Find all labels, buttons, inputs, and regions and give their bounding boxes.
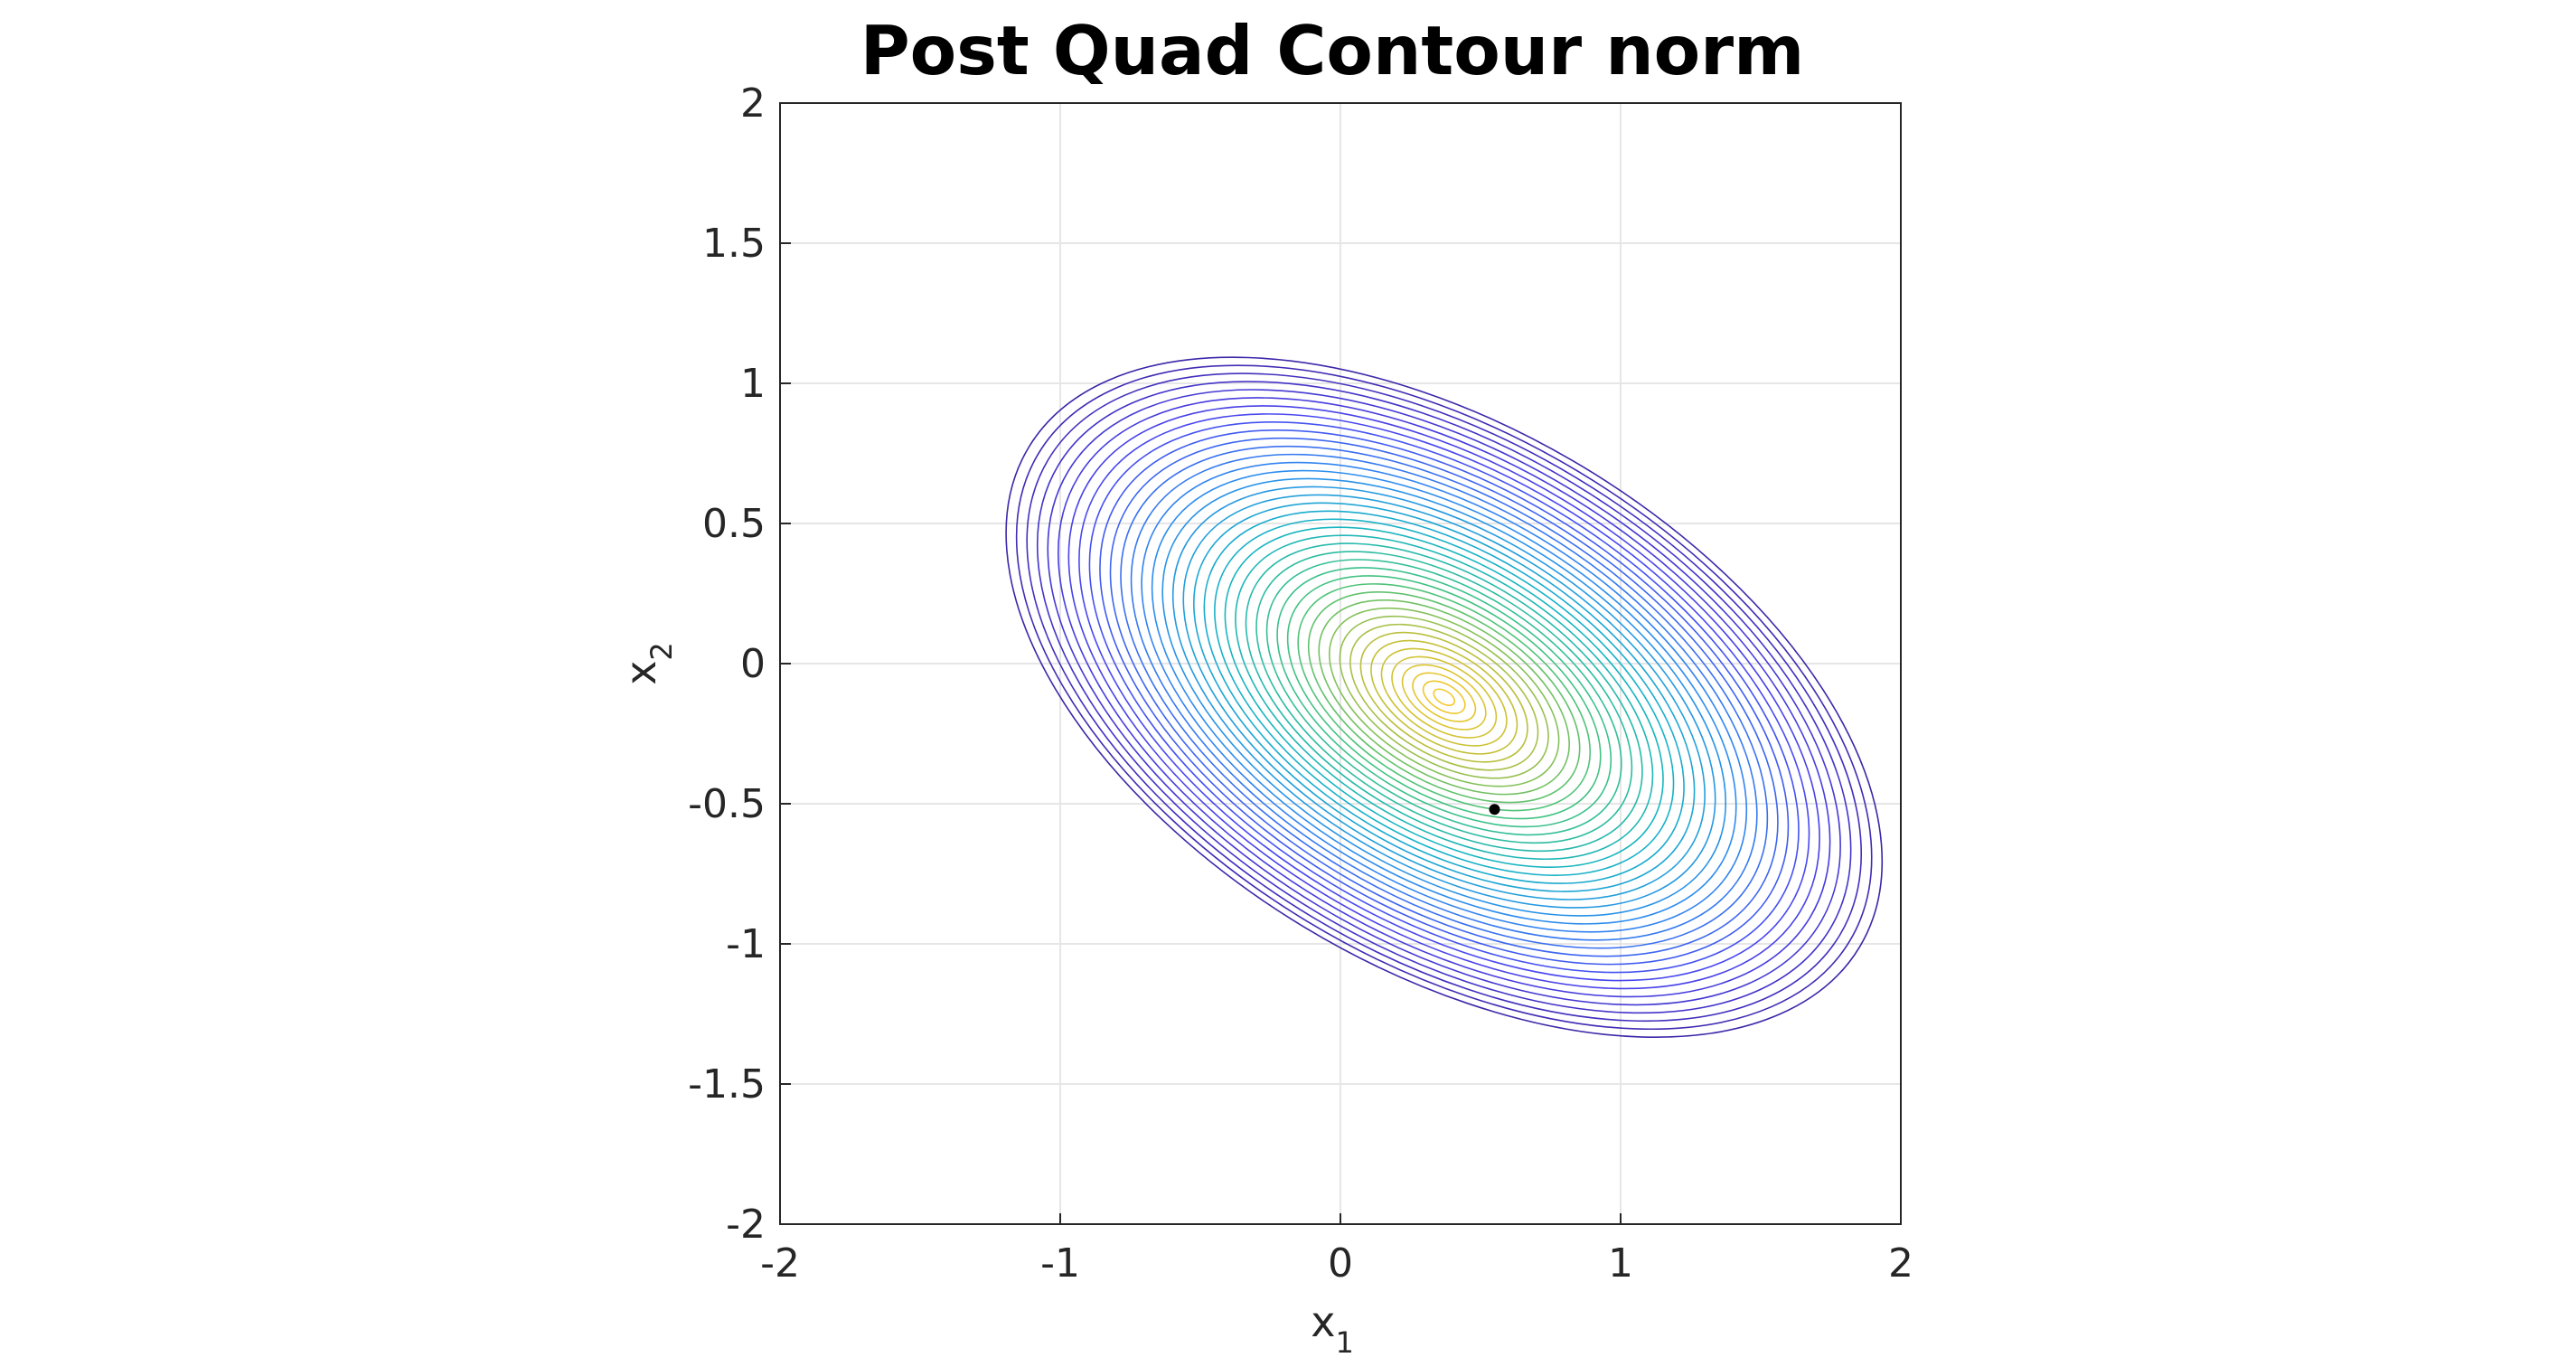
contour-line <box>1130 453 1758 941</box>
contour-line <box>1412 672 1477 722</box>
data-points <box>1489 804 1500 815</box>
contour-line <box>1276 567 1612 828</box>
contour-line <box>1297 583 1592 812</box>
contour-line <box>1349 623 1539 771</box>
chart-title: Post Quad Contour norm <box>860 11 1805 90</box>
x-axis-label: x1 <box>1311 1297 1354 1360</box>
y-tick-label: 1 <box>740 361 766 407</box>
contour-line <box>1339 615 1549 779</box>
contour-line <box>1192 502 1696 892</box>
x-tick-label: 1 <box>1608 1240 1633 1287</box>
contour-line <box>1391 655 1498 739</box>
y-tick-label: -1 <box>726 921 766 967</box>
x-axis-label-subscript: 1 <box>1335 1325 1353 1360</box>
contour-line <box>1171 486 1716 909</box>
y-axis-label-base: x <box>616 661 665 685</box>
contour-line <box>1078 413 1810 982</box>
contour-line <box>1245 542 1643 853</box>
contour-line <box>1161 477 1727 917</box>
y-tick-label: 0.5 <box>702 501 766 547</box>
contour-line <box>1214 518 1675 876</box>
contour-line <box>1359 631 1528 763</box>
contour-line <box>1182 494 1706 900</box>
contour-line <box>1120 445 1769 949</box>
contour-line <box>1318 599 1570 796</box>
x-axis-label-base: x <box>1311 1297 1335 1346</box>
y-ticks: -2 -1.5 -1 -0.5 0 0.5 1 1.5 2 <box>688 80 791 1248</box>
x-tick-label: -2 <box>760 1240 800 1287</box>
contour-line <box>1067 405 1820 990</box>
contour-line <box>1141 461 1748 933</box>
y-tick-label: 2 <box>740 80 766 127</box>
contour-line <box>1380 647 1508 747</box>
contour-line <box>1224 526 1664 868</box>
y-axis-label-subscript: 2 <box>644 642 679 660</box>
x-tick-label: -1 <box>1040 1240 1080 1287</box>
contour-line <box>1328 607 1560 787</box>
x-ticks: -2 -1 0 1 2 <box>760 1213 1913 1287</box>
contour-line <box>1203 510 1685 884</box>
contour-line <box>1047 389 1841 1006</box>
y-axis-label: x2 <box>616 642 679 685</box>
contour-line <box>1036 381 1852 1014</box>
contour-line <box>1307 591 1581 804</box>
contour-line <box>1005 356 1884 1038</box>
contour-line <box>1235 534 1654 861</box>
contour-line <box>1422 680 1466 714</box>
x-tick-label: 2 <box>1888 1240 1913 1287</box>
contour-line <box>1265 559 1622 836</box>
contour-line <box>1026 372 1863 1023</box>
contour-line <box>1370 639 1518 755</box>
contour-line <box>1109 437 1779 957</box>
data-point <box>1489 804 1500 815</box>
y-tick-label: -1.5 <box>688 1061 766 1108</box>
contour-line <box>1099 429 1790 966</box>
contour-line <box>1058 397 1831 998</box>
contour-lines <box>1005 356 1884 1038</box>
contour-line <box>1433 688 1456 706</box>
contour-line <box>1015 364 1873 1031</box>
contour-line <box>1151 469 1737 925</box>
y-tick-label: 1.5 <box>702 221 766 267</box>
contour-line <box>1255 551 1633 844</box>
y-tick-label: -2 <box>726 1202 766 1248</box>
y-tick-label: -0.5 <box>688 781 766 827</box>
contour-line <box>1286 575 1602 820</box>
contour-line <box>1088 421 1800 974</box>
y-tick-label: 0 <box>740 641 766 687</box>
x-tick-label: 0 <box>1328 1240 1353 1287</box>
contour-line <box>1401 664 1487 731</box>
